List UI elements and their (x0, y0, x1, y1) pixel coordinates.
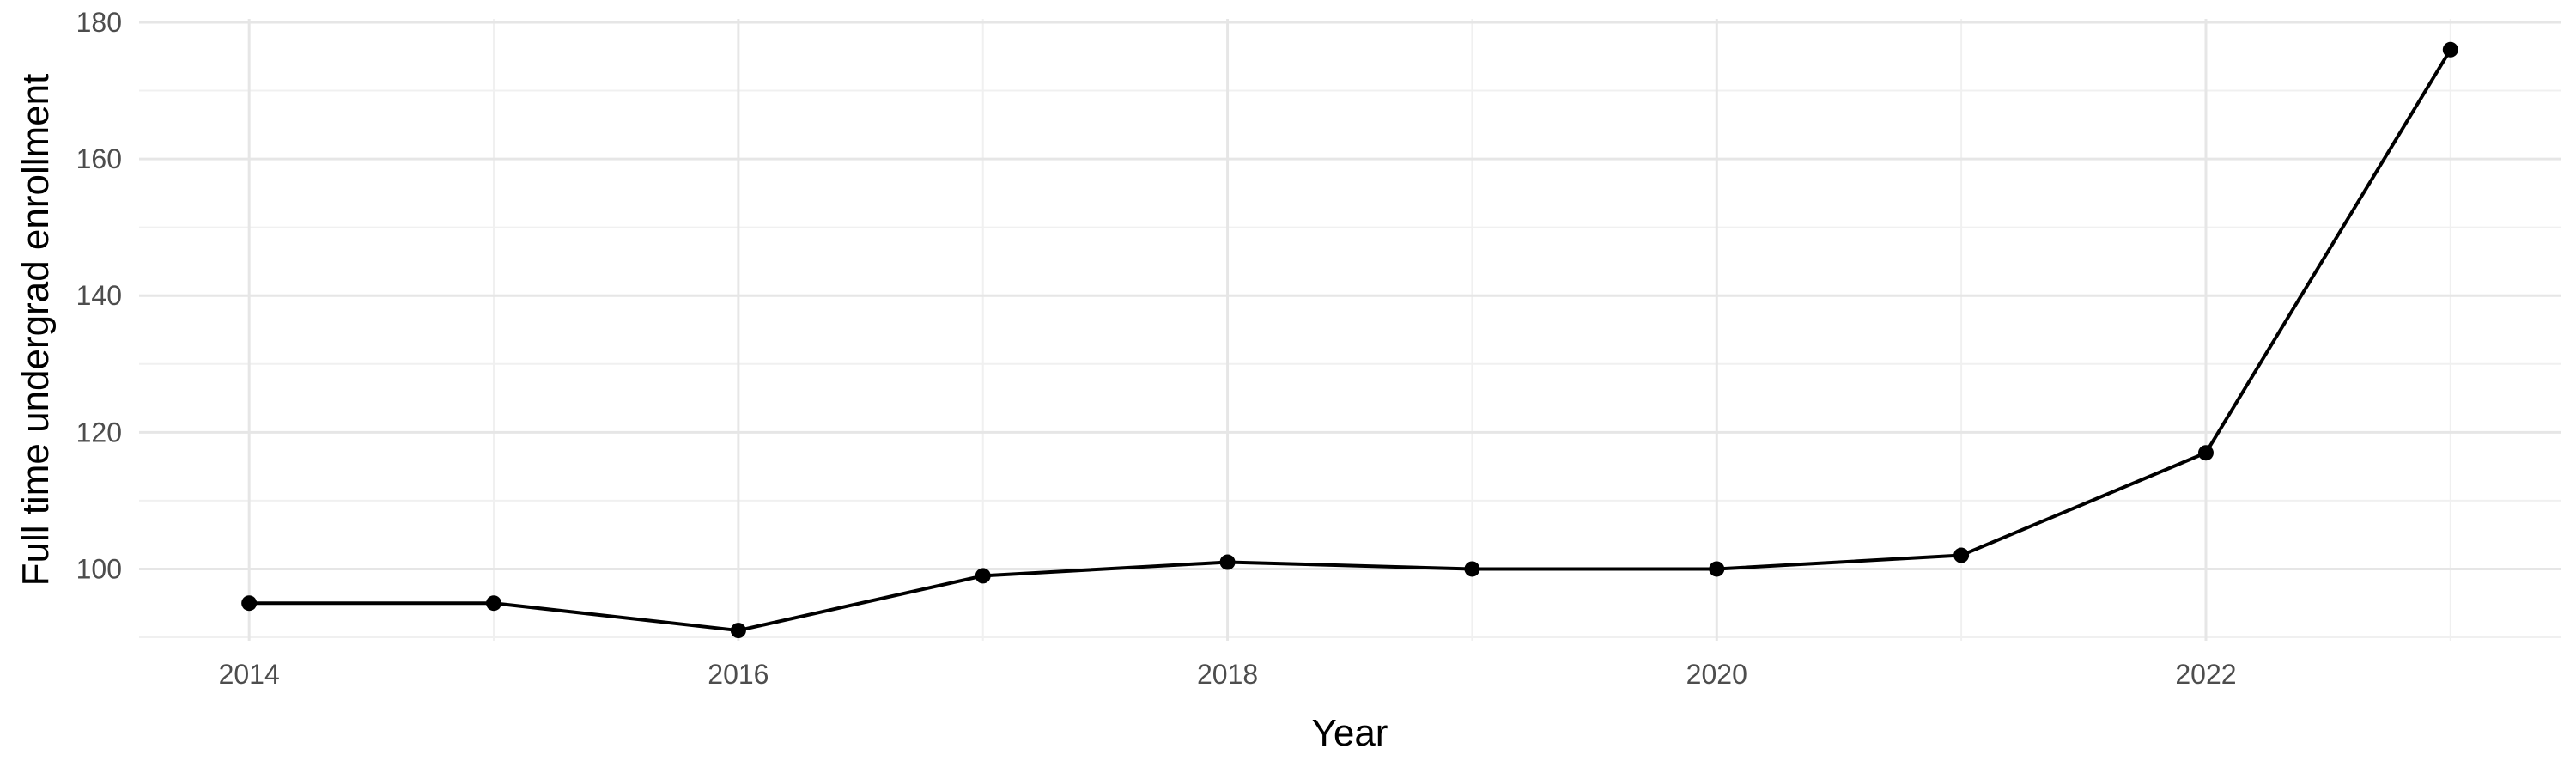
data-point (1953, 547, 1970, 563)
y-tick-label: 100 (76, 553, 122, 584)
data-point (486, 595, 502, 612)
gridlines (139, 19, 2561, 641)
x-tick-label: 2018 (1197, 659, 1258, 690)
x-tick-label: 2016 (708, 659, 769, 690)
data-point (975, 568, 991, 584)
data-point (2197, 445, 2214, 461)
data-point (730, 623, 746, 639)
data-point (2442, 41, 2458, 58)
x-tick-label: 2022 (2175, 659, 2236, 690)
x-axis-ticks: 2014 2016 2018 2020 2022 (219, 659, 2237, 690)
y-axis-ticks: 100 120 140 160 180 (76, 7, 122, 584)
data-point (1709, 561, 1725, 577)
x-tick-label: 2014 (219, 659, 280, 690)
series-line (249, 48, 2452, 633)
y-tick-label: 140 (76, 280, 122, 311)
data-point (1219, 554, 1236, 570)
series-group (241, 41, 2458, 639)
x-tick-label: 2020 (1686, 659, 1747, 690)
data-point (1464, 561, 1480, 577)
y-tick-label: 160 (76, 143, 122, 174)
y-tick-label: 120 (76, 417, 122, 447)
y-tick-label: 180 (76, 7, 122, 38)
x-axis-title: Year (1312, 712, 1388, 754)
data-point (241, 595, 258, 612)
y-axis-title: Full time undergrad enrollment (15, 74, 57, 587)
